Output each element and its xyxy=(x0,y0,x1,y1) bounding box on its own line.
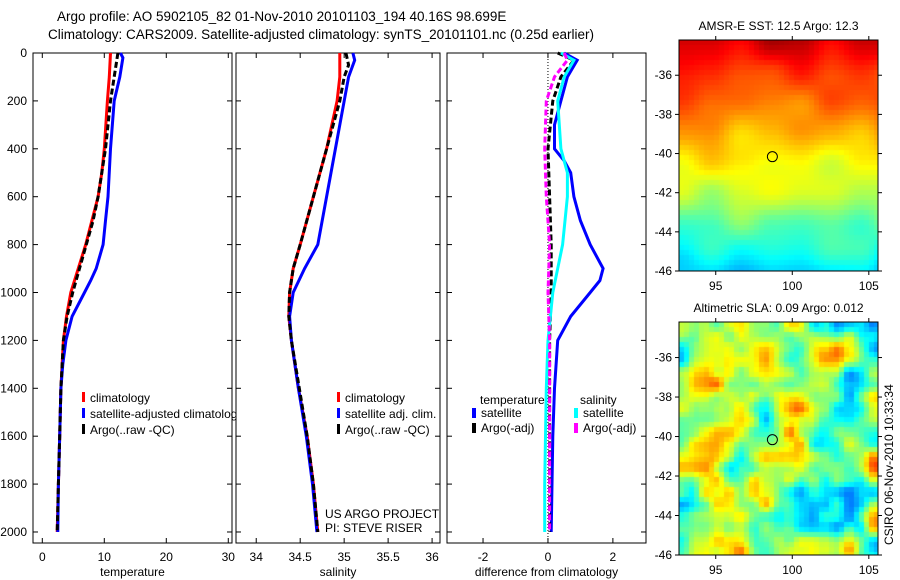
difference-legend-swatch xyxy=(472,408,476,418)
difference-xlabel: difference from climatology xyxy=(475,565,618,579)
salinity-xtick-label: 35 xyxy=(337,550,351,564)
sst-map-argo-location-marker xyxy=(766,151,778,163)
temperature-xtick-label: 30 xyxy=(222,550,236,564)
salinity-xtick-label: 35.5 xyxy=(376,550,400,564)
depth-tick-label: 1800 xyxy=(0,477,27,491)
difference-series-temperature-satellite xyxy=(549,51,605,533)
depth-tick-label: 0 xyxy=(20,46,27,60)
difference-legend-label: Argo(-adj) xyxy=(481,421,534,435)
sla-map-xtick-label: 95 xyxy=(709,563,723,577)
sla-map-xtick-label: 100 xyxy=(782,563,802,577)
depth-tick-label: 400 xyxy=(7,142,27,156)
footer-project: US ARGO PROJECT xyxy=(325,507,440,521)
salinity-legend-label: Argo(..raw -QC) xyxy=(345,423,430,437)
difference-legend-swatch xyxy=(574,408,578,418)
depth-tick-label: 1000 xyxy=(0,285,27,299)
figure-title-line1: Argo profile: AO 5902105_82 01-Nov-2010 … xyxy=(57,9,507,24)
temperature-xtick-label: 10 xyxy=(98,550,112,564)
difference-series-salinity-argo-adj- xyxy=(543,52,570,532)
temperature-xtick-label: 20 xyxy=(160,550,174,564)
sst-map-xtick-label: 105 xyxy=(859,279,879,293)
temperature-legend-swatch xyxy=(82,392,85,402)
difference-legend-label: satellite xyxy=(481,406,522,420)
difference-legend-heading: salinity xyxy=(580,393,617,407)
temperature-xtick-label: 0 xyxy=(39,550,46,564)
salinity-series-satellite-adj-clim- xyxy=(288,52,357,533)
salinity-xtick-label: 34 xyxy=(250,550,264,564)
difference-legend-label: satellite xyxy=(583,406,624,420)
salinity-xlabel: salinity xyxy=(320,565,357,579)
difference-legend-heading: temperature xyxy=(480,393,545,407)
sla-map-argo-location-marker xyxy=(766,434,778,446)
sla-map-frame xyxy=(678,321,879,556)
temperature-series-argo-raw-qc- xyxy=(55,52,120,533)
depth-tick-label: 800 xyxy=(7,238,27,252)
figure-title-line2: Climatology: CARS2009. Satellite-adjuste… xyxy=(48,27,595,42)
sla-map-image xyxy=(679,322,878,555)
sla-map-ytick-label: -40 xyxy=(655,430,673,444)
timestamp: CSIRO 06-Nov-2010 10:33:34 xyxy=(882,384,896,545)
sla-map-ytick-label: -44 xyxy=(655,509,673,523)
sst-map-axes: AMSR-E SST: 12.5 Argo: 12.3 95 100 105 -36 -3… xyxy=(655,19,882,293)
salinity-legend-swatch xyxy=(337,392,340,402)
depth-tick-label: 600 xyxy=(7,190,27,204)
salinity-legend-swatch xyxy=(337,408,340,418)
temperature-legend-swatch xyxy=(82,408,85,418)
temperature-legend-label: Argo(..raw -QC) xyxy=(90,423,175,437)
depth-tick-label: 2000 xyxy=(0,525,27,539)
depth-tick-label: 1200 xyxy=(0,333,27,347)
sst-map-ytick-label: -42 xyxy=(655,186,673,200)
sla-map-ytick-label: -46 xyxy=(655,548,673,562)
temperature-panel: 0 10 20 30 temperature 0 200 400 600 800 1000 1200 1… xyxy=(0,46,243,579)
salinity-panel: 34 34.5 35 35.5 36 salinity climatology satelli… xyxy=(235,52,441,579)
depth-tick-label: 200 xyxy=(7,94,27,108)
difference-legend-swatch xyxy=(574,423,578,433)
difference-series-salinity-satellite xyxy=(543,51,576,532)
sla-map-ytick-label: -36 xyxy=(655,351,673,365)
sst-map-frame xyxy=(678,39,879,272)
temperature-legend-label: satellite-adjusted climatology xyxy=(90,407,243,421)
temperature-legend-swatch xyxy=(82,424,85,434)
sst-map-xtick-label: 95 xyxy=(709,279,723,293)
sst-map-xtick-label: 100 xyxy=(782,279,802,293)
sst-map-ytick-label: -40 xyxy=(655,147,673,161)
temperature-xlabel: temperature xyxy=(100,565,165,579)
difference-xtick-label: -2 xyxy=(478,550,489,564)
difference-legend-swatch xyxy=(472,423,476,433)
salinity-legend-label: climatology xyxy=(345,391,405,405)
sst-map-title: AMSR-E SST: 12.5 Argo: 12.3 xyxy=(698,19,858,33)
depth-tick-label: 1400 xyxy=(0,381,27,395)
salinity-legend-swatch xyxy=(337,424,340,434)
difference-legend-label: Argo(-adj) xyxy=(583,421,636,435)
sla-map-xtick-label: 105 xyxy=(859,563,879,577)
difference-axes-box xyxy=(446,52,647,544)
difference-xtick-label: 2 xyxy=(610,550,617,564)
sla-map-ytick-label: -42 xyxy=(655,469,673,483)
difference-xtick-label: 0 xyxy=(545,550,552,564)
sst-map-image xyxy=(679,40,878,271)
salinity-xtick-label: 36 xyxy=(425,550,439,564)
sla-map-title: Altimetric SLA: 0.09 Argo: 0.012 xyxy=(693,301,863,315)
salinity-legend-label: satellite adj. clim. xyxy=(345,407,436,421)
sst-map-ytick-label: -46 xyxy=(655,264,673,278)
temperature-axes-box xyxy=(32,52,233,544)
salinity-xtick-label: 34.5 xyxy=(289,550,313,564)
temperature-legend-label: climatology xyxy=(90,391,150,405)
temperature-series-satellite-adjusted-climatology xyxy=(56,52,125,533)
sst-map-ytick-label: -38 xyxy=(655,107,673,121)
depth-tick-label: 1600 xyxy=(0,429,27,443)
sst-map-ytick-label: -36 xyxy=(655,68,673,82)
sla-map-axes: Altimetric SLA: 0.09 Argo: 0.012 95 100 105… xyxy=(655,301,882,577)
footer-pi: PI: STEVE RISER xyxy=(325,521,423,535)
sst-map-ytick-label: -44 xyxy=(655,225,673,239)
sla-map-ytick-label: -38 xyxy=(655,390,673,404)
